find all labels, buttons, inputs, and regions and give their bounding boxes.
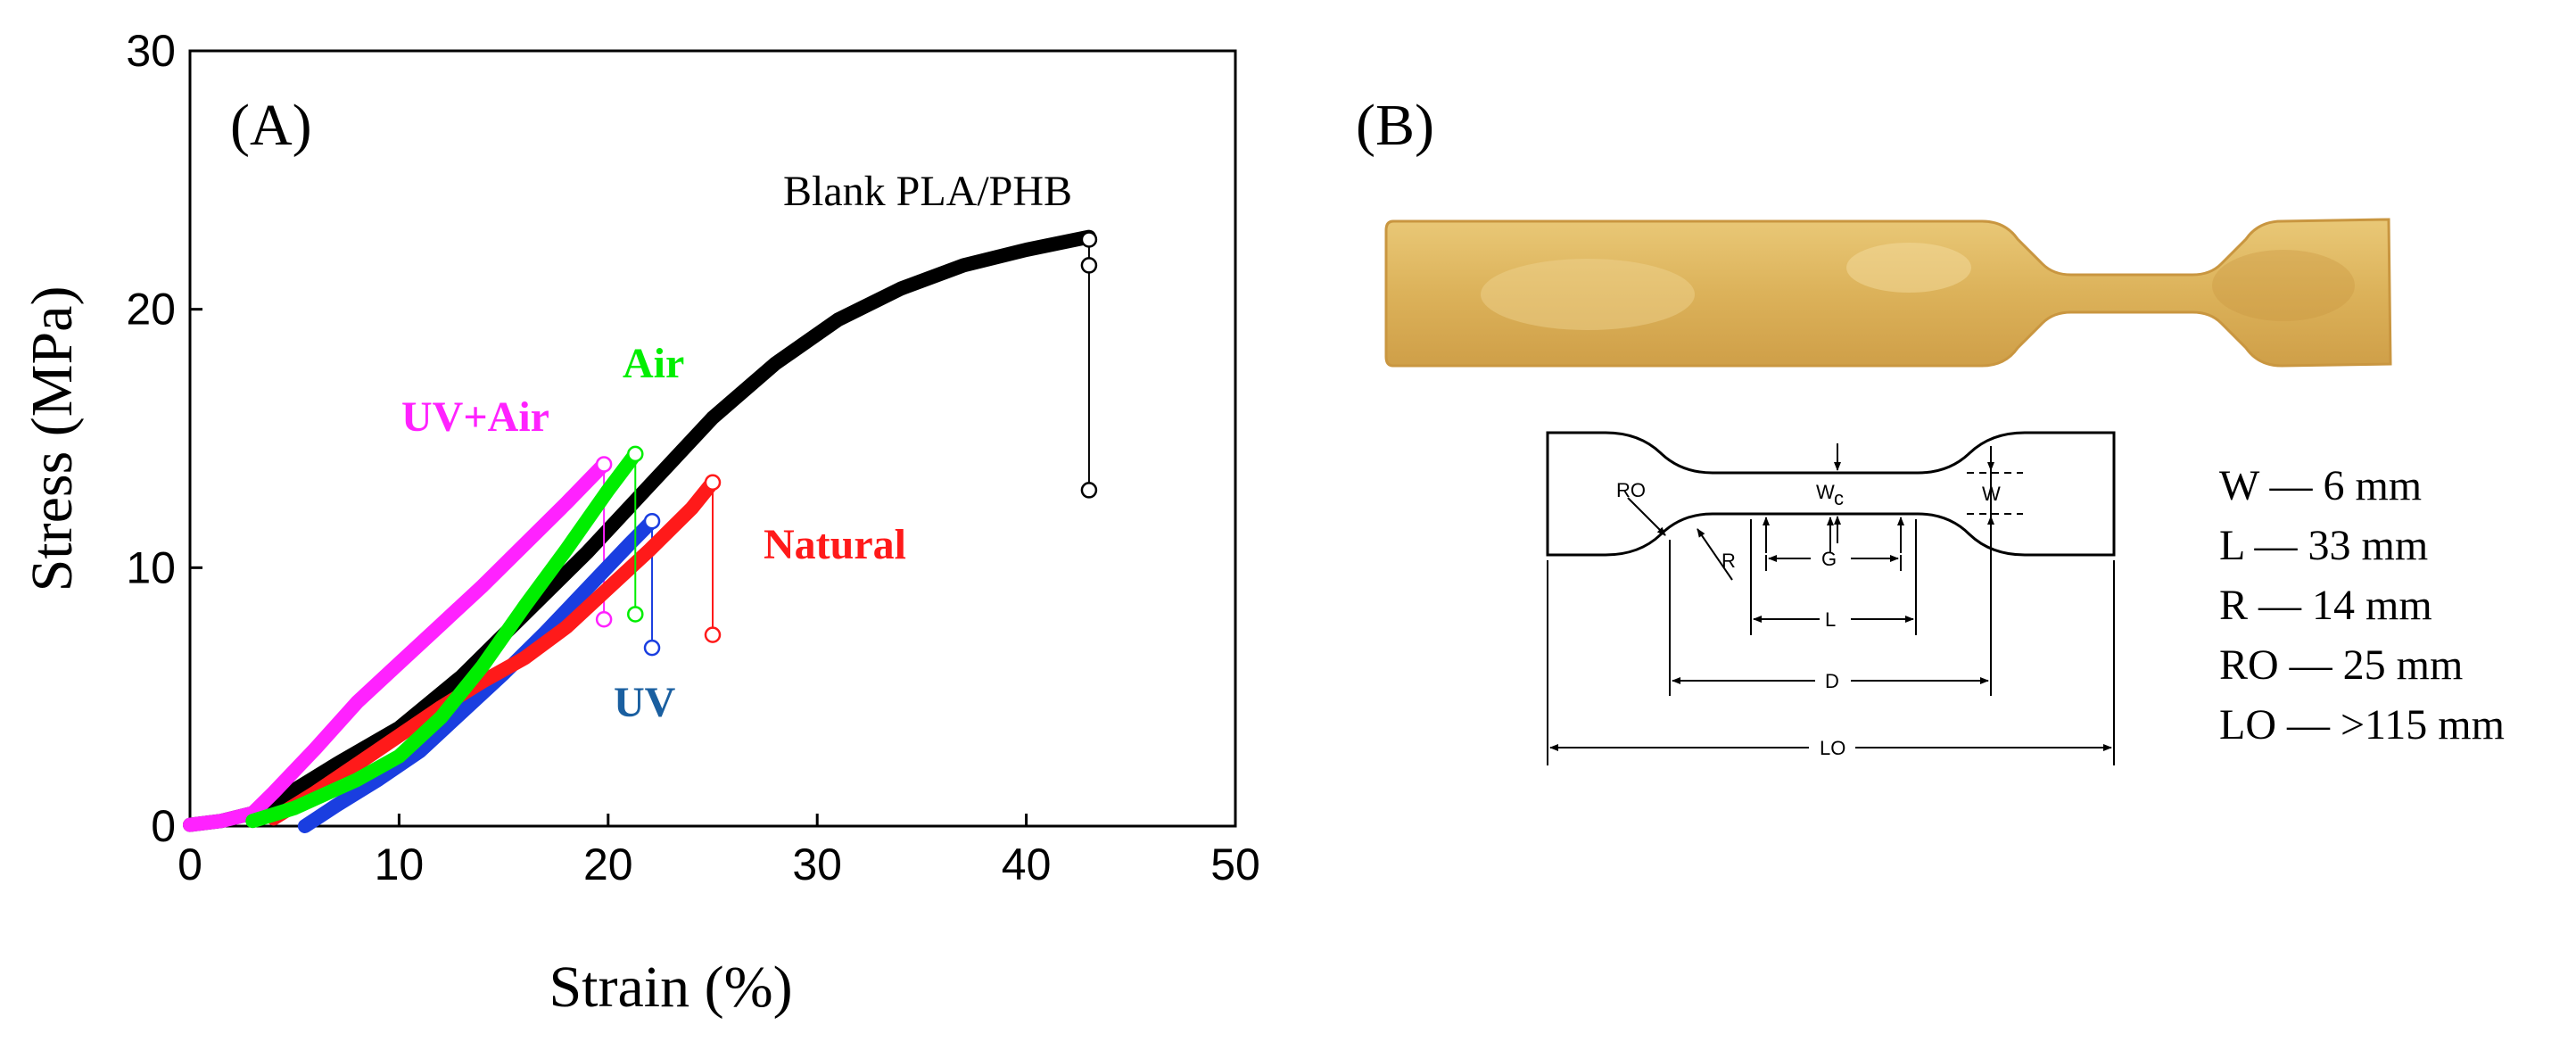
panel-b-label: (B) [1356, 93, 1434, 158]
label-blank-pla-phb: Blank PLA/PHB [783, 168, 1072, 215]
spec-l: L — 33 mm [2219, 522, 2428, 569]
series-natural [266, 474, 722, 826]
panel-a-label: (A) [230, 93, 312, 158]
series-layer [183, 229, 1098, 833]
dim-label-w: W [1982, 483, 2001, 505]
dim-label-g: G [1821, 548, 1837, 570]
specimen-outline [1546, 431, 2116, 557]
y-tick-label: 0 [151, 801, 176, 851]
specimen-photo [1384, 218, 2392, 368]
label-uv-air: UV+Air [401, 393, 549, 441]
x-tick-label: 0 [178, 839, 202, 889]
break-marker-blank-pla-phb [1080, 482, 1098, 499]
x-tick-label: 30 [792, 839, 842, 889]
break-marker-blank-pla-phb [1080, 231, 1098, 248]
label-air: Air [623, 340, 684, 387]
dim-label-d: D [1825, 670, 1839, 692]
specimen-drawing [1546, 431, 2116, 765]
spec-ro: RO — 25 mm [2219, 641, 2463, 689]
axis-ticks: 0 10 20 30 40 50 0 10 20 30 [126, 26, 1259, 889]
dim-label-r: R [1721, 550, 1736, 572]
specimen-panel: (B) [1356, 93, 2505, 765]
break-marker-natural [704, 626, 722, 643]
series-line-uv [297, 514, 659, 833]
stress-strain-chart: 0 10 20 30 40 50 0 10 20 30 (A) Strain (%) Stress… [20, 26, 1260, 1020]
dim-label-l: L [1825, 608, 1836, 631]
plot-frame [188, 49, 1237, 828]
x-tick-label: 50 [1210, 839, 1260, 889]
y-axis-label: Stress (MPa) [20, 286, 85, 592]
break-marker-uv [643, 639, 661, 657]
series-line-natural [266, 475, 720, 826]
break-marker-uv [643, 512, 661, 530]
break-marker-blank-pla-phb [1080, 257, 1098, 274]
dim-label-wc-subscript: c [1834, 487, 1844, 509]
spec-lo: LO — >115 mm [2219, 701, 2505, 748]
spec-list: W — 6 mm L — 33 mm R — 14 mm RO — 25 mm … [2219, 462, 2505, 748]
series-uv [297, 512, 661, 833]
break-marker-air [627, 606, 644, 623]
break-marker-uv-air [595, 611, 613, 628]
y-tick-label: 30 [126, 26, 176, 76]
dim-label-ro: RO [1616, 479, 1646, 501]
x-tick-label: 40 [1002, 839, 1052, 889]
label-natural: Natural [764, 521, 906, 568]
x-tick-label: 20 [583, 839, 633, 889]
break-marker-uv-air [595, 456, 613, 473]
break-marker-air [627, 445, 644, 463]
dim-label-lo: LO [1820, 737, 1845, 759]
x-axis-label: Strain (%) [549, 955, 792, 1020]
dim-label-wc: W [1816, 481, 1835, 503]
x-tick-label: 10 [375, 839, 425, 889]
spec-w: W — 6 mm [2219, 462, 2422, 509]
y-tick-label: 20 [126, 285, 176, 335]
series-line-air [245, 446, 643, 829]
series-line-uv-air [183, 457, 612, 832]
label-uv: UV [614, 679, 676, 726]
y-tick-label: 10 [126, 542, 176, 592]
series-air [245, 445, 644, 829]
break-marker-natural [704, 474, 722, 491]
spec-r: R — 14 mm [2219, 582, 2432, 629]
